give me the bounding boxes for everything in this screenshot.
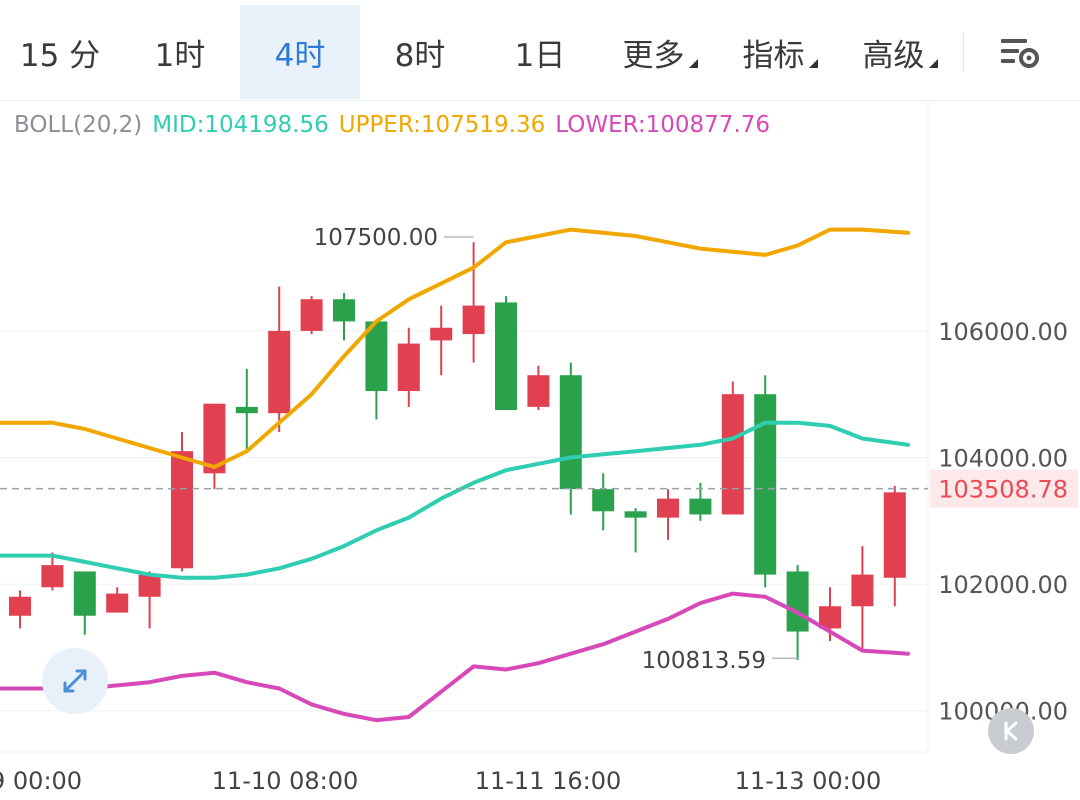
candle-body bbox=[138, 574, 161, 597]
tab-4h[interactable]: 4时 bbox=[240, 5, 360, 99]
x-tick-label: 11-13 00:00 bbox=[735, 767, 882, 795]
expand-arrows-icon bbox=[63, 669, 87, 693]
tab-label: 4时 bbox=[274, 37, 326, 74]
last-price-label: 103508.78 bbox=[938, 476, 1068, 504]
candle-body bbox=[9, 596, 31, 616]
expand-button[interactable] bbox=[42, 648, 108, 714]
candle-body bbox=[495, 302, 517, 411]
chart-settings-button[interactable] bbox=[995, 30, 1045, 72]
boll-mid-line bbox=[0, 420, 910, 580]
y-tick-label: 102000.00 bbox=[938, 571, 1068, 599]
candle-body bbox=[527, 375, 550, 407]
candle-body bbox=[559, 375, 582, 490]
boll-name: BOLL(20,2) bbox=[14, 112, 143, 138]
candle-body bbox=[754, 394, 777, 575]
tab-label: 更多 bbox=[622, 37, 685, 74]
candle-body bbox=[462, 305, 485, 335]
boll-upper: UPPER:107519.36 bbox=[338, 112, 546, 138]
tab-divider bbox=[963, 32, 964, 72]
tab-label: 15 分 bbox=[19, 37, 101, 74]
last-price-box bbox=[930, 469, 1078, 508]
tab-more[interactable]: 更多 bbox=[600, 5, 720, 99]
k-letter-icon bbox=[1004, 721, 1018, 741]
y-tick-label: 106000.00 bbox=[938, 318, 1068, 346]
candle-body bbox=[689, 498, 712, 515]
candle-body bbox=[786, 571, 809, 632]
candle-body bbox=[235, 406, 258, 414]
candle-body bbox=[106, 593, 129, 613]
candle-body bbox=[268, 330, 291, 414]
boll-legend: BOLL(20,2) MID:104198.56 UPPER:107519.36 LO… bbox=[14, 112, 780, 138]
tab-label: 1日 bbox=[514, 37, 566, 74]
annotation-high: 107500.00 bbox=[314, 225, 438, 251]
candle-body bbox=[300, 299, 323, 331]
dropdown-triangle-icon bbox=[928, 58, 938, 68]
tab-label: 8时 bbox=[394, 37, 446, 74]
candle-body bbox=[171, 451, 193, 569]
annotation-low: 100813.59 bbox=[642, 648, 766, 674]
candle-body bbox=[203, 403, 226, 474]
tab-advanced[interactable]: 高级 bbox=[840, 5, 960, 99]
x-tick-label: 9 00:00 bbox=[0, 767, 82, 795]
tab-1h[interactable]: 1时 bbox=[120, 5, 240, 99]
tab-label: 高级 bbox=[862, 37, 925, 74]
boll-lower: LOWER:100877.76 bbox=[555, 112, 771, 138]
dropdown-triangle-icon bbox=[808, 58, 818, 68]
candle-body bbox=[430, 327, 453, 341]
candle-body bbox=[73, 571, 96, 616]
candle-body bbox=[851, 574, 874, 607]
k-toggle-button[interactable] bbox=[988, 708, 1034, 754]
candle-body bbox=[365, 321, 388, 392]
tab-15m[interactable]: 15 分 bbox=[0, 5, 120, 99]
candlestick-chart[interactable]: 103508.78106000.00104000.00102000.001000… bbox=[0, 100, 1080, 800]
candle-body bbox=[397, 343, 420, 392]
candle-body bbox=[721, 394, 744, 515]
tab-label: 1时 bbox=[154, 37, 206, 74]
candle-body bbox=[657, 498, 679, 518]
candle-body bbox=[624, 511, 647, 518]
tab-8h[interactable]: 8时 bbox=[360, 5, 480, 99]
chart-settings-icon bbox=[1001, 39, 1039, 68]
boll-lower-line bbox=[0, 591, 910, 723]
candle-body bbox=[333, 299, 355, 322]
boll-mid: MID:104198.56 bbox=[152, 112, 329, 138]
tab-label: 指标 bbox=[742, 37, 805, 74]
x-tick-label: 11-11 16:00 bbox=[475, 767, 622, 795]
x-tick-label: 11-10 08:00 bbox=[212, 767, 359, 795]
tab-1d[interactable]: 1日 bbox=[480, 5, 600, 99]
candle-body bbox=[883, 492, 906, 578]
tab-indicators[interactable]: 指标 bbox=[720, 5, 840, 99]
candle-body bbox=[819, 606, 841, 629]
dropdown-triangle-icon bbox=[688, 58, 698, 68]
boll-upper-line bbox=[0, 227, 910, 469]
timeframe-tabs: 15 分 1时 4时 8时 1日 更多 指标 高级 bbox=[0, 0, 1080, 101]
y-tick-label: 104000.00 bbox=[938, 445, 1068, 473]
candle-body bbox=[41, 565, 64, 588]
candle-body bbox=[592, 489, 615, 512]
